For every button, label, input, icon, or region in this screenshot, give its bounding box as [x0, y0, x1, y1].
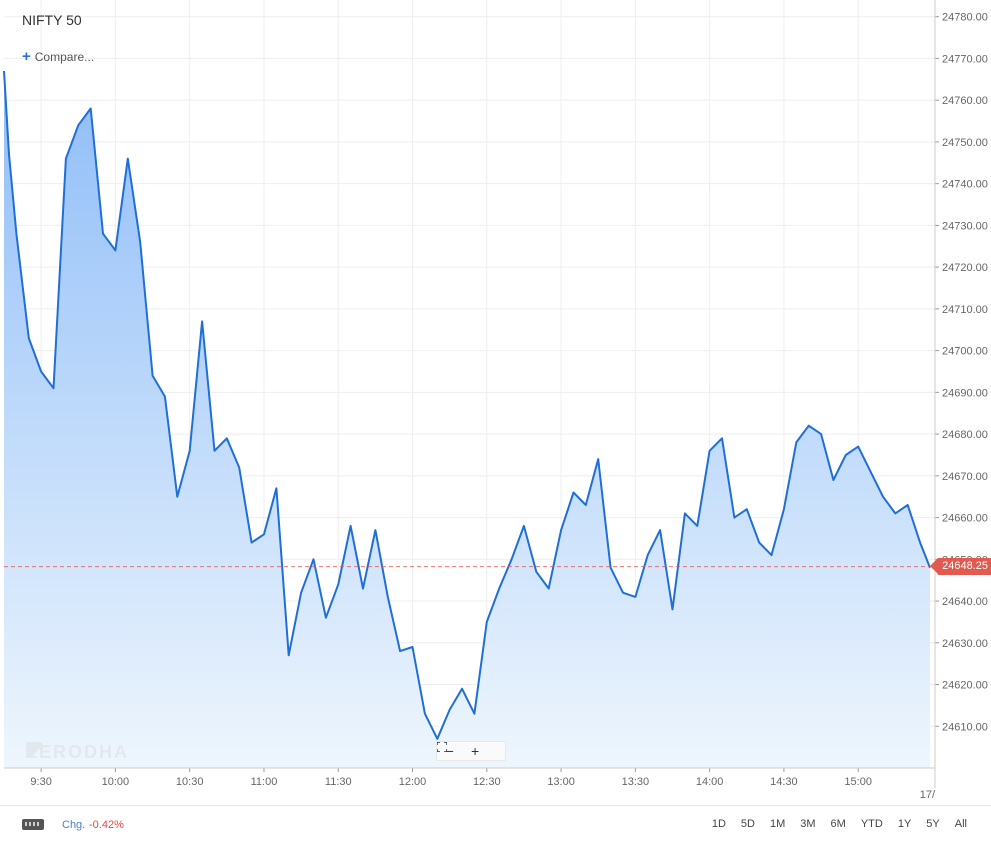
- range-5d[interactable]: 5D: [740, 818, 755, 830]
- range-1d[interactable]: 1D: [711, 818, 726, 830]
- y-tick-label: 24670.00: [942, 471, 988, 483]
- y-tick-label: 24740.00: [942, 179, 988, 191]
- x-tick-label: 13:00: [547, 776, 575, 788]
- y-tick-label: 24720.00: [942, 262, 988, 274]
- symbol-title: NIFTY 50: [22, 12, 82, 28]
- watermark-text: ZERODHA: [26, 742, 129, 762]
- zoom-controls: − +: [436, 741, 506, 761]
- x-tick-label: 11:00: [251, 776, 278, 788]
- range-selector: 1D 5D 1M 3M 6M YTD 1Y 5Y All: [697, 818, 967, 830]
- fullscreen-glyph: [437, 742, 447, 752]
- x-axis: 9:30 10:00 10:30 11:00 11:30 12:00 12:30 13:00 1…: [4, 767, 936, 801]
- x-tick-label: 10:30: [176, 776, 204, 788]
- y-tick-label: 24780.00: [942, 12, 988, 24]
- compare-button[interactable]: + Compare...: [22, 48, 95, 65]
- area-fill: [4, 71, 930, 768]
- y-tick-label: 24690.00: [942, 387, 988, 399]
- y-tick-label: 24620.00: [942, 680, 988, 692]
- x-date-label: 17/: [920, 789, 936, 801]
- x-tick-label: 9:30: [30, 776, 51, 788]
- range-1y[interactable]: 1Y: [897, 818, 912, 830]
- change-value: -0.42%: [89, 819, 124, 831]
- plus-icon: +: [22, 48, 31, 65]
- y-tick-label: 24750.00: [942, 137, 988, 149]
- y-tick-label: 24610.00: [942, 721, 988, 733]
- price-area: [3, 70, 935, 768]
- price-chart[interactable]: 24610.0024620.0024630.0024640.0024650.00…: [0, 0, 991, 805]
- y-tick-label: 24630.00: [942, 638, 988, 650]
- zerodha-logo-icon: [26, 742, 42, 758]
- bottom-bar: Chg. -0.42% 1D 5D 1M 3M 6M YTD 1Y 5Y All: [0, 805, 991, 849]
- x-tick-label: 12:00: [399, 776, 427, 788]
- range-all[interactable]: All: [954, 818, 967, 830]
- x-tick-label: 10:00: [102, 776, 130, 788]
- zerodha-watermark: ZERODHA: [26, 742, 129, 763]
- x-tick-label: 12:30: [473, 776, 501, 788]
- range-1m[interactable]: 1M: [769, 818, 786, 830]
- x-tick-label: 14:30: [770, 776, 798, 788]
- chart-area[interactable]: 24610.0024620.0024630.0024640.0024650.00…: [0, 0, 991, 805]
- y-tick-label: 24770.00: [942, 53, 988, 65]
- current-price-tag: 24648.25: [930, 558, 991, 576]
- range-6m[interactable]: 6M: [830, 818, 846, 830]
- y-tick-label: 24760.00: [942, 95, 988, 107]
- keyboard-icon[interactable]: [22, 819, 44, 830]
- change-label: Chg.: [62, 819, 86, 831]
- range-5y[interactable]: 5Y: [926, 818, 940, 830]
- x-tick-label: 11:30: [325, 776, 352, 788]
- y-tick-label: 24680.00: [942, 429, 988, 441]
- y-axis: 24610.0024620.0024630.0024640.0024650.00…: [934, 0, 988, 788]
- y-tick-label: 24700.00: [942, 346, 988, 358]
- y-tick-label: 24710.00: [942, 304, 988, 316]
- y-tick-label: 24660.00: [942, 513, 988, 525]
- range-ytd[interactable]: YTD: [860, 818, 883, 830]
- range-3m[interactable]: 3M: [800, 818, 816, 830]
- x-tick-label: 14:00: [696, 776, 724, 788]
- x-tick-label: 13:30: [622, 776, 650, 788]
- y-tick-label: 24730.00: [942, 220, 988, 232]
- zoom-in-button[interactable]: +: [470, 743, 480, 759]
- compare-label: Compare...: [34, 50, 95, 64]
- x-tick-label: 15:00: [844, 776, 872, 788]
- price-line: [3, 70, 931, 740]
- zoom-out-button[interactable]: −: [445, 743, 454, 759]
- y-tick-label: 24640.00: [942, 596, 988, 608]
